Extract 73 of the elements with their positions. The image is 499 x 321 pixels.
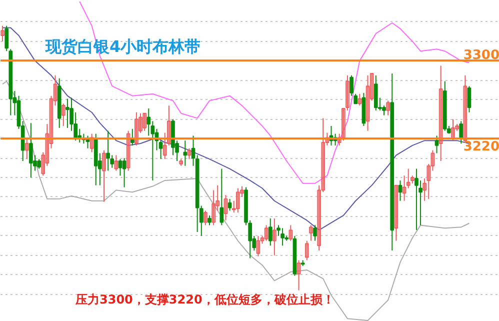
- candlestick: [232, 200, 236, 214]
- candlestick: [4, 25, 9, 52]
- candlestick: [240, 186, 244, 198]
- candlestick: [280, 228, 284, 246]
- candlestick: [134, 112, 138, 146]
- candlestick: [224, 194, 228, 221]
- candlestick: [150, 120, 155, 181]
- candlestick: [66, 98, 70, 128]
- candlestick: [366, 74, 370, 132]
- candlestick: [106, 130, 110, 172]
- candlestick: [342, 108, 346, 142]
- candlestick: [358, 93, 362, 106]
- candlestick: [53, 74, 58, 106]
- candlestick: [158, 140, 163, 160]
- candlestick: [138, 112, 142, 134]
- candlestick: [455, 124, 459, 132]
- candlestick: [122, 158, 126, 188]
- candlestick: [179, 158, 184, 166]
- candlestick: [212, 190, 216, 226]
- candlestick: [304, 240, 309, 261]
- candlestick: [220, 168, 224, 226]
- candlestick: [264, 224, 268, 242]
- candlestick: [166, 105, 171, 146]
- candlestick: [228, 198, 232, 212]
- candlestick: [208, 214, 212, 226]
- candlestick: [29, 122, 33, 178]
- candlestick: [317, 184, 321, 251]
- candlestick: [268, 218, 272, 246]
- candlestick: [374, 74, 378, 111]
- ref-line-label: 3220: [463, 140, 499, 155]
- candlestick: [467, 86, 472, 113]
- candlestick: [114, 154, 118, 172]
- candlestick: [296, 260, 301, 291]
- candlestick: [434, 135, 439, 154]
- candlestick: [204, 210, 208, 226]
- candlestick: [414, 168, 418, 231]
- candlestick: [272, 218, 276, 256]
- candlestick: [187, 148, 192, 160]
- candlestick: [260, 235, 264, 244]
- candlestick: [410, 175, 414, 184]
- candlestick: [459, 120, 464, 144]
- candlestick: [309, 224, 313, 242]
- candlestick: [422, 178, 427, 202]
- candlestick: [102, 150, 106, 202]
- candlestick: [394, 184, 398, 242]
- candlestick: [406, 168, 410, 189]
- candlestick: [386, 100, 390, 116]
- candlestick: [313, 224, 317, 242]
- candlestick: [346, 74, 350, 111]
- candlestick: [45, 124, 50, 166]
- candlestick: [321, 118, 326, 193]
- candlestick: [24, 138, 29, 160]
- annotation: 压力3300，支撑3220，低位短多，破位止损！: [74, 292, 334, 306]
- candlestick: [126, 130, 130, 172]
- candlestick: [183, 140, 188, 166]
- candlestick: [37, 158, 41, 170]
- candlestick: [370, 72, 374, 102]
- candlestick: [288, 224, 293, 242]
- candlestick: [402, 175, 406, 202]
- candlestick: [216, 184, 220, 212]
- candlestick: [142, 112, 146, 132]
- candlestick: [398, 180, 402, 202]
- candlestick: [61, 103, 66, 126]
- candlestick: [118, 158, 122, 176]
- candlestick: [430, 150, 435, 172]
- candlestick: [41, 152, 46, 176]
- candlestick: [162, 132, 167, 160]
- ref-line-label: 3300: [463, 48, 499, 63]
- candlestick: [256, 235, 260, 257]
- candlestick: [0, 25, 4, 42]
- candlestick: [451, 118, 455, 142]
- candlestick: [236, 188, 240, 214]
- candlestick: [426, 163, 431, 200]
